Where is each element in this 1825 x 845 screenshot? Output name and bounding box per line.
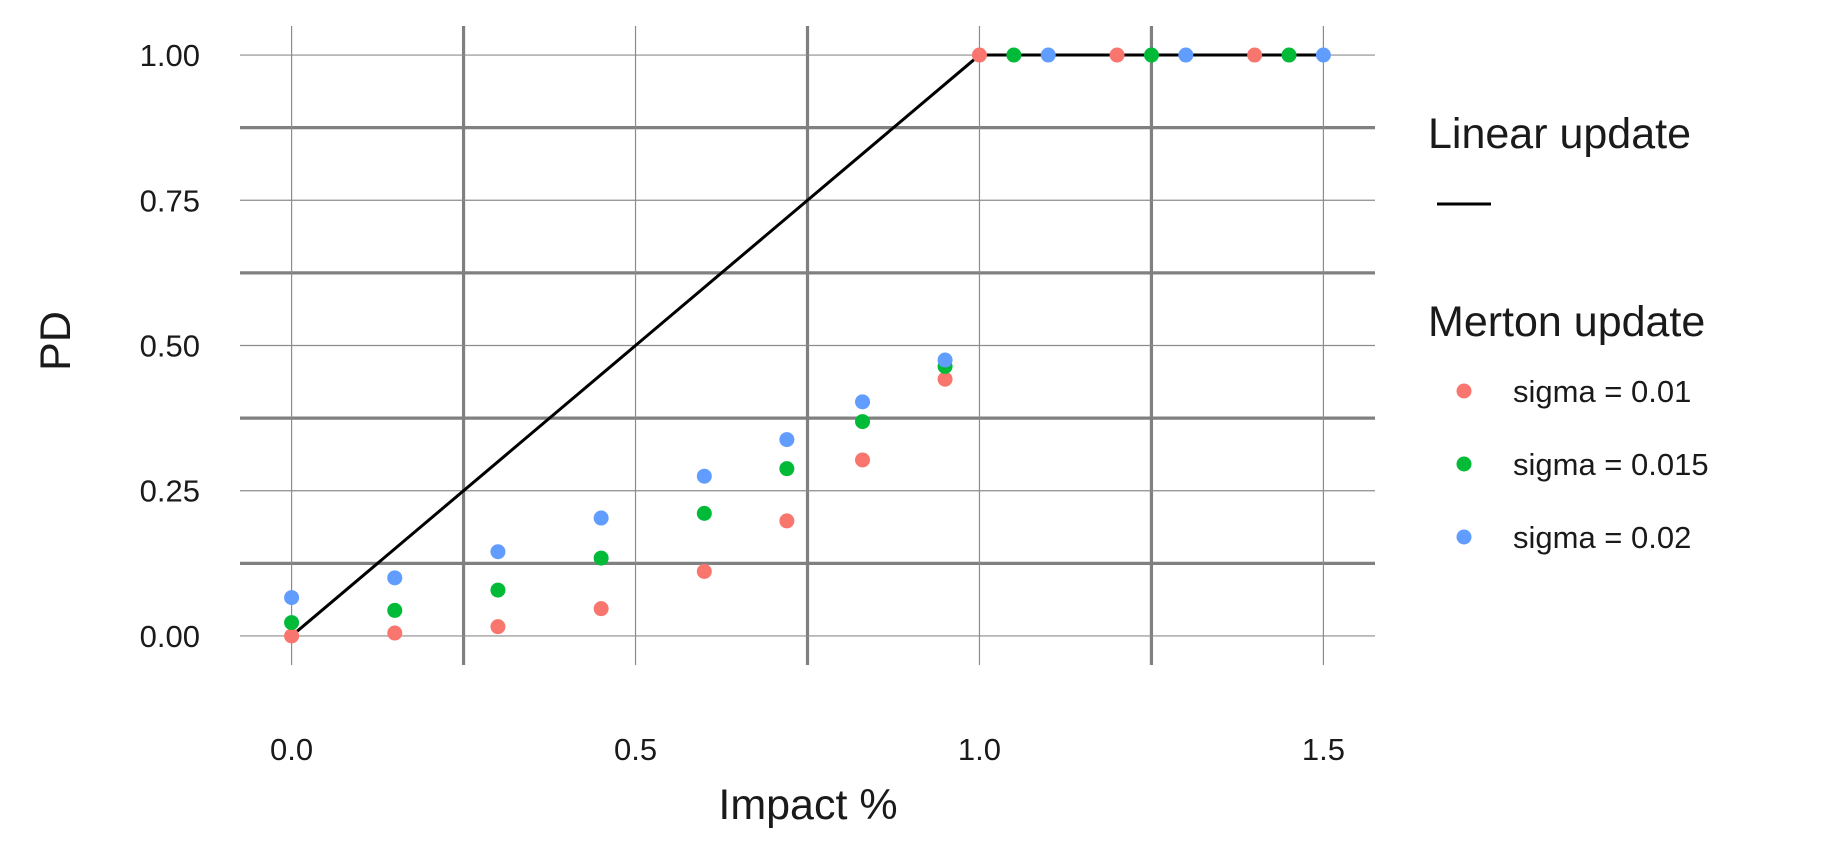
point-series2-4 (696, 468, 712, 484)
point-series1-3 (593, 550, 609, 566)
legend-label-1: sigma = 0.015 (1513, 447, 1709, 482)
x-tick-label-2: 1.0 (958, 732, 1001, 767)
point-series0-1 (387, 625, 403, 641)
point-series1-4 (696, 505, 712, 521)
point-series1-6 (855, 414, 871, 430)
y-axis-title: PD (32, 311, 80, 371)
point-series0-2 (490, 619, 506, 635)
point-series1-10 (1281, 47, 1297, 63)
y-tick-label-0: 0.00 (140, 619, 200, 654)
point-series2-8 (1040, 47, 1056, 63)
x-tick-label-0: 0.0 (270, 732, 313, 767)
point-series2-9 (1178, 47, 1194, 63)
point-series2-1 (387, 570, 403, 586)
point-series0-8 (971, 47, 987, 63)
point-series2-3 (593, 510, 609, 526)
point-series1-8 (1006, 47, 1022, 63)
x-tick-labels: 0.0 0.5 1.0 1.5 (270, 732, 1345, 767)
legend-key-0 (1456, 383, 1472, 399)
point-series2-6 (855, 394, 871, 410)
point-series1-0 (284, 615, 300, 631)
y-tick-labels: 0.00 0.25 0.50 0.75 1.00 (140, 38, 200, 654)
point-series1-9 (1143, 47, 1159, 63)
grid-major (240, 26, 1375, 665)
point-series0-0 (284, 628, 300, 644)
y-tick-label-2: 0.50 (140, 329, 200, 364)
point-series1-1 (387, 602, 403, 618)
x-axis-title: Impact % (718, 781, 897, 829)
point-series2-5 (779, 432, 795, 448)
point-series0-10 (1247, 47, 1263, 63)
legend-label-0: sigma = 0.01 (1513, 374, 1691, 409)
point-series2-7 (937, 352, 953, 368)
point-series2-0 (284, 590, 300, 606)
point-series0-4 (696, 563, 712, 579)
x-tick-label-3: 1.5 (1302, 732, 1345, 767)
grid-minor (240, 26, 1375, 665)
point-series0-6 (855, 452, 871, 468)
y-tick-label-4: 1.00 (140, 38, 200, 73)
point-series1-5 (779, 461, 795, 477)
legend-label-2: sigma = 0.02 (1513, 520, 1691, 555)
point-series2-10 (1315, 47, 1331, 63)
point-series2-2 (490, 544, 506, 560)
point-series0-7 (937, 371, 953, 387)
point-series0-9 (1109, 47, 1125, 63)
legend-key-2 (1456, 529, 1472, 545)
y-tick-label-1: 0.25 (140, 474, 200, 509)
point-series0-3 (593, 601, 609, 617)
legend: Linear update Merton update sigma = 0.01… (1428, 110, 1709, 555)
legend-title-linear: Linear update (1428, 110, 1691, 158)
point-layer (284, 47, 1331, 644)
point-series0-5 (779, 513, 795, 529)
x-tick-label-1: 0.5 (614, 732, 657, 767)
legend-title-merton: Merton update (1428, 298, 1705, 346)
y-tick-label-3: 0.75 (140, 183, 200, 218)
legend-key-1 (1456, 456, 1472, 472)
legend-items: sigma = 0.01 sigma = 0.015 sigma = 0.02 (1456, 374, 1709, 555)
point-series1-2 (490, 582, 506, 598)
